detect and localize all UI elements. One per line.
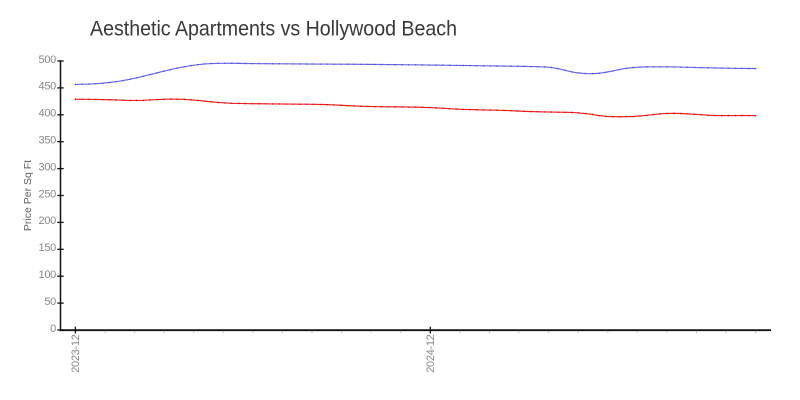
svg-text:350: 350 [39, 135, 57, 147]
svg-text:100: 100 [39, 269, 57, 281]
svg-text:300: 300 [39, 161, 57, 173]
svg-text:400: 400 [39, 108, 57, 120]
svg-text:Price Per Sq Ft: Price Per Sq Ft [22, 160, 34, 231]
svg-text:450: 450 [39, 81, 57, 93]
svg-text:500: 500 [39, 54, 57, 66]
svg-text:Aesthetic Apartments vs Hollyw: Aesthetic Apartments vs Hollywood Beach [90, 18, 457, 41]
svg-text:2024-12: 2024-12 [425, 334, 437, 372]
svg-text:2023-12: 2023-12 [70, 334, 82, 372]
svg-text:200: 200 [39, 215, 57, 227]
svg-text:50: 50 [44, 296, 56, 308]
svg-text:250: 250 [39, 188, 57, 200]
svg-text:0: 0 [50, 323, 56, 335]
svg-text:150: 150 [39, 242, 57, 254]
